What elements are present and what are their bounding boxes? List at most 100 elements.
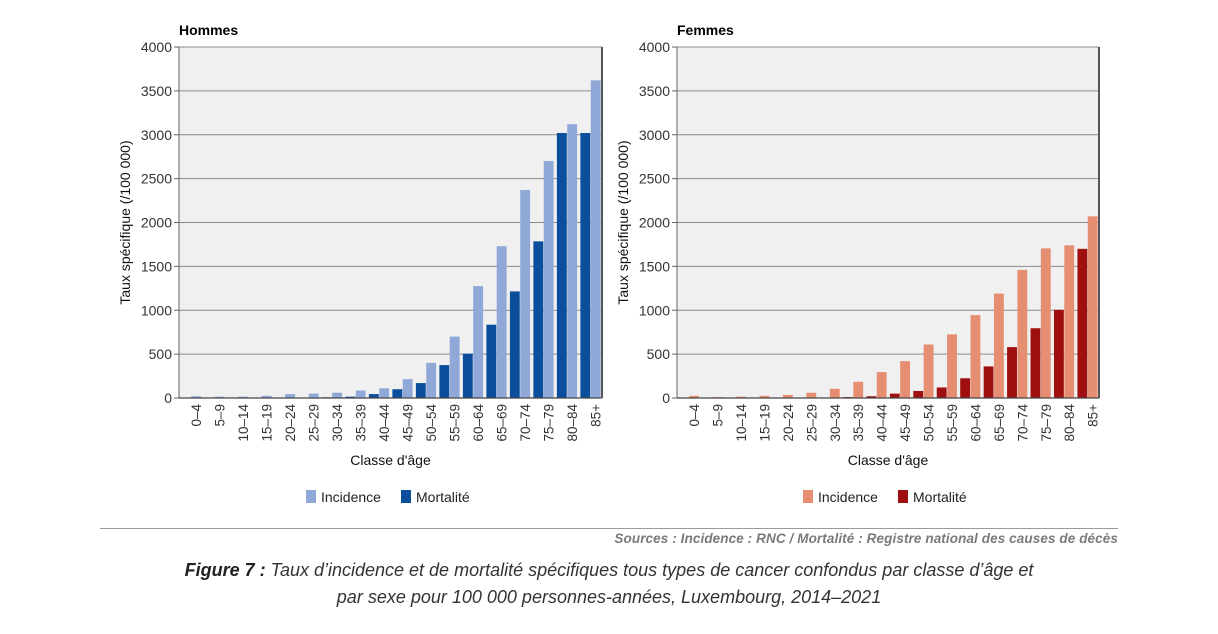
bar-incidence (689, 395, 700, 398)
y-tick-label: 1500 (141, 258, 172, 274)
legend-label: Mortalité (913, 489, 967, 505)
x-tick-label: 80–84 (1062, 404, 1077, 442)
y-tick-label: 2000 (141, 215, 172, 231)
x-tick-label: 10–14 (734, 404, 749, 442)
x-tick-label: 70–74 (1015, 404, 1030, 442)
y-tick-label: 2000 (639, 215, 670, 231)
y-tick-label: 3000 (639, 127, 670, 143)
bar-incidence (712, 397, 723, 398)
y-tick-label: 0 (164, 390, 172, 406)
x-axis-title: Classe d'âge (848, 452, 929, 468)
bar-mortalite (462, 353, 473, 398)
x-tick-label: 50–54 (424, 404, 439, 442)
figure-caption: Figure 7 : Taux d’incidence et de mortal… (100, 557, 1118, 611)
bar-mortalite (1007, 347, 1017, 398)
legend-label: Mortalité (416, 489, 470, 505)
legend-swatch-mortalite (898, 490, 908, 503)
x-tick-label: 55–59 (448, 404, 463, 442)
x-tick-label: 70–74 (518, 404, 533, 442)
divider-rule (100, 528, 1118, 529)
x-tick-label: 85+ (589, 404, 604, 427)
x-tick-label: 15–19 (260, 404, 275, 442)
bar-mortalite (556, 132, 567, 398)
bar-mortalite (533, 241, 544, 398)
bar-mortalite (1077, 248, 1088, 398)
legend-label: Incidence (321, 489, 381, 505)
bar-incidence (1040, 248, 1051, 398)
caption-line-2: par sexe pour 100 000 personnes-années, … (336, 587, 882, 607)
x-tick-label: 40–44 (875, 404, 890, 442)
x-tick-label: 65–69 (495, 404, 510, 442)
y-tick-label: 1000 (639, 302, 670, 318)
bar-mortalite (866, 396, 877, 398)
bar-mortalite (842, 397, 853, 398)
legend-swatch-mortalite (401, 490, 411, 503)
bar-incidence (261, 395, 272, 398)
y-tick-label: 3500 (141, 83, 172, 99)
bar-incidence (806, 392, 817, 398)
y-tick-label: 2500 (141, 171, 172, 187)
x-tick-label: 60–64 (471, 404, 486, 442)
caption-label: Figure 7 : (184, 560, 266, 580)
x-tick-label: 10–14 (236, 404, 251, 442)
bar-incidence (473, 286, 484, 398)
panel-title: Hommes (179, 22, 238, 38)
y-tick-label: 2500 (639, 171, 670, 187)
y-axis-title: Taux spécifique (/100 000) (615, 140, 631, 304)
bar-mortalite (580, 132, 591, 398)
bar-incidence (214, 396, 225, 398)
bar-incidence (876, 372, 887, 398)
bar-mortalite (439, 365, 450, 398)
bar-mortalite (392, 389, 403, 398)
bar-mortalite (486, 324, 497, 398)
bar-mortalite (889, 393, 900, 398)
y-tick-label: 0 (662, 390, 670, 406)
bar-incidence (308, 393, 319, 398)
bar-incidence (496, 246, 507, 398)
bar-mortalite (1030, 328, 1041, 398)
bar-incidence (947, 334, 957, 398)
x-axis-title: Classe d'âge (350, 452, 431, 468)
bar-incidence (1087, 216, 1098, 398)
bar-incidence (1017, 269, 1028, 398)
x-tick-label: 20–24 (781, 404, 796, 442)
bar-incidence (238, 396, 249, 398)
bar-incidence (1064, 245, 1075, 398)
bar-mortalite (936, 387, 947, 398)
bar-incidence (567, 124, 578, 398)
bar-incidence (449, 336, 460, 398)
chart-hommes: 0 500 1000 1500 2000 2500 3000 3500 4000 0–4 5–9 10… (117, 22, 604, 505)
x-tick-label: 65–69 (992, 404, 1007, 442)
x-tick-label: 75–79 (542, 404, 557, 442)
bar-incidence (520, 190, 531, 398)
x-tick-label: 45–49 (401, 404, 416, 442)
y-tick-label: 4000 (639, 39, 670, 55)
x-tick-label: 5–9 (213, 404, 228, 427)
x-tick-label: 25–29 (804, 404, 819, 442)
bar-incidence (590, 80, 601, 398)
x-tick-label: 50–54 (922, 404, 937, 442)
legend-label: Incidence (818, 489, 878, 505)
x-tick-label: 35–39 (851, 404, 866, 442)
bar-incidence (970, 315, 981, 398)
x-tick-label: 5–9 (711, 404, 726, 427)
bar-incidence (736, 396, 746, 398)
x-tick-label: 0–4 (189, 404, 204, 427)
x-tick-label: 45–49 (898, 404, 913, 442)
x-tick-label: 55–59 (945, 404, 960, 442)
x-tick-label: 85+ (1086, 404, 1101, 427)
bar-incidence (426, 362, 437, 398)
caption-text-1: Taux d’incidence et de mortalité spécifi… (270, 560, 1034, 580)
x-tick-label: 20–24 (283, 404, 298, 442)
bar-incidence (923, 344, 934, 398)
x-tick-label: 0–4 (687, 404, 702, 427)
bar-incidence (900, 361, 911, 398)
bar-incidence (379, 388, 390, 398)
bar-mortalite (960, 378, 971, 398)
y-tick-label: 3500 (639, 83, 670, 99)
y-tick-label: 1500 (639, 258, 670, 274)
x-tick-label: 75–79 (1039, 404, 1054, 442)
panel-title: Femmes (677, 22, 734, 38)
bar-incidence (191, 396, 202, 398)
bar-mortalite (345, 396, 356, 398)
